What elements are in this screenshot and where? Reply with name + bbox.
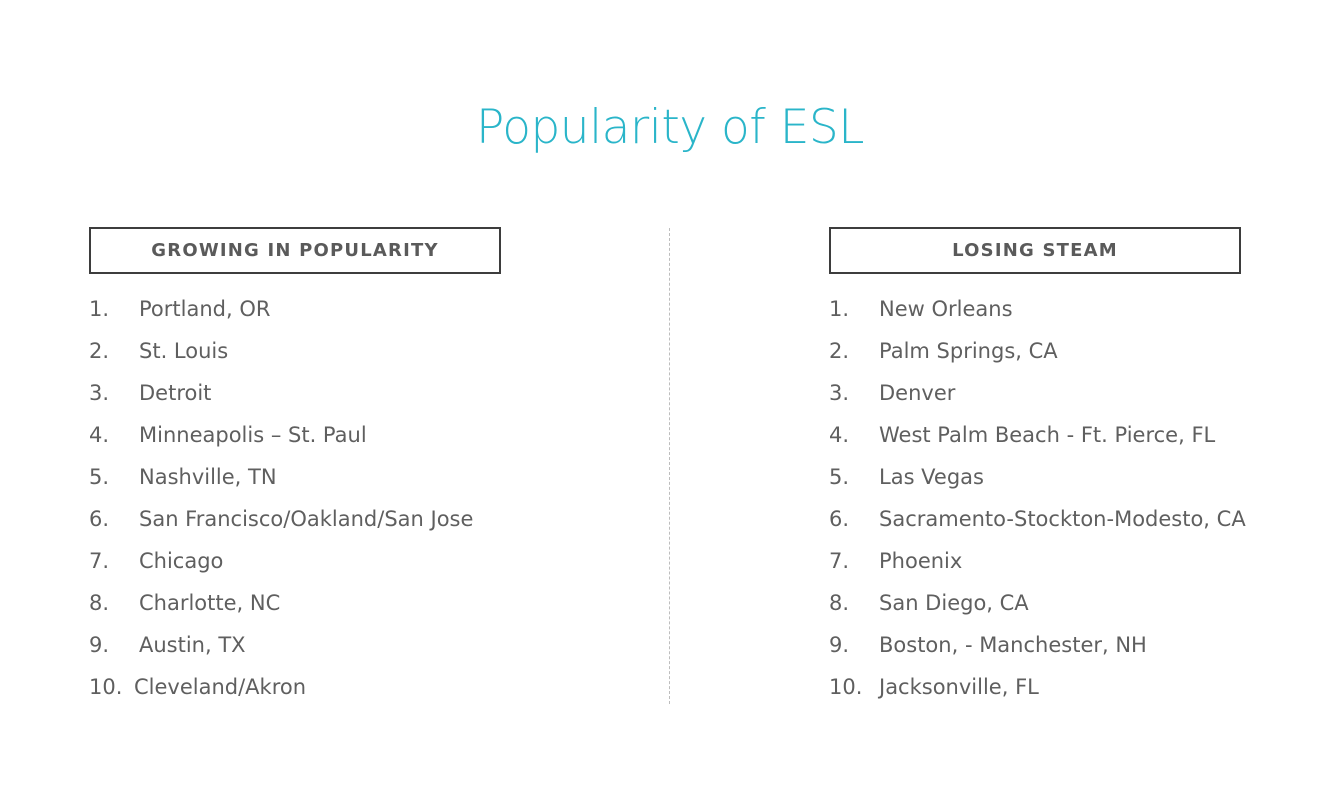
list-item: 6. San Francisco/Oakland/San Jose xyxy=(89,498,501,540)
item-label: San Diego, CA xyxy=(879,591,1029,615)
list-item: 1. Portland, OR xyxy=(89,288,501,330)
item-label: Palm Springs, CA xyxy=(879,339,1058,363)
item-number: 8. xyxy=(829,591,850,615)
list-item: 10. Cleveland/Akron xyxy=(89,666,501,708)
item-number: 5. xyxy=(89,465,110,489)
list-item: 5. Nashville, TN xyxy=(89,456,501,498)
item-number: 2. xyxy=(89,339,110,363)
list-item: 4. Minneapolis – St. Paul xyxy=(89,414,501,456)
list-item: 3. Denver xyxy=(829,372,1246,414)
item-number: 1. xyxy=(829,297,850,321)
item-number: 7. xyxy=(89,549,110,573)
item-number: 6. xyxy=(89,507,110,531)
item-number: 6. xyxy=(829,507,850,531)
item-number: 9. xyxy=(89,633,110,657)
list-item: 6. Sacramento-Stockton-Modesto, CA xyxy=(829,498,1246,540)
list-item: 9. Austin, TX xyxy=(89,624,501,666)
item-label: Detroit xyxy=(139,381,212,405)
item-label: Minneapolis – St. Paul xyxy=(139,423,367,447)
list-item: 2. Palm Springs, CA xyxy=(829,330,1246,372)
list-item: 8. San Diego, CA xyxy=(829,582,1246,624)
list-item: 3. Detroit xyxy=(89,372,501,414)
losing-column: LOSING STEAM 1. New Orleans 2. Palm Spring… xyxy=(829,227,1246,708)
list-item: 1. New Orleans xyxy=(829,288,1246,330)
item-number: 2. xyxy=(829,339,850,363)
item-label: Charlotte, NC xyxy=(139,591,281,615)
item-label: Jacksonville, FL xyxy=(879,675,1039,699)
item-number: 5. xyxy=(829,465,850,489)
item-label: Boston, - Manchester, NH xyxy=(879,633,1147,657)
growing-header: GROWING IN POPULARITY xyxy=(89,227,501,274)
item-number: 10. xyxy=(89,675,123,699)
item-number: 8. xyxy=(89,591,110,615)
item-number: 3. xyxy=(89,381,110,405)
item-label: Austin, TX xyxy=(139,633,246,657)
item-label: Phoenix xyxy=(879,549,963,573)
item-number: 3. xyxy=(829,381,850,405)
item-number: 4. xyxy=(829,423,850,447)
item-label: Denver xyxy=(879,381,956,405)
item-label: New Orleans xyxy=(879,297,1013,321)
item-label: St. Louis xyxy=(139,339,229,363)
list-item: 5. Las Vegas xyxy=(829,456,1246,498)
item-label: Sacramento-Stockton-Modesto, CA xyxy=(879,507,1246,531)
item-number: 10. xyxy=(829,675,863,699)
item-label: Nashville, TN xyxy=(139,465,277,489)
column-divider xyxy=(669,228,670,704)
list-item: 7. Chicago xyxy=(89,540,501,582)
list-item: 7. Phoenix xyxy=(829,540,1246,582)
list-item: 8. Charlotte, NC xyxy=(89,582,501,624)
list-item: 2. St. Louis xyxy=(89,330,501,372)
item-number: 1. xyxy=(89,297,110,321)
item-label: Las Vegas xyxy=(879,465,984,489)
item-number: 9. xyxy=(829,633,850,657)
item-number: 7. xyxy=(829,549,850,573)
item-label: Cleveland/Akron xyxy=(134,675,307,699)
item-label: Chicago xyxy=(139,549,224,573)
item-label: San Francisco/Oakland/San Jose xyxy=(139,507,474,531)
list-item: 9. Boston, - Manchester, NH xyxy=(829,624,1246,666)
losing-list: 1. New Orleans 2. Palm Springs, CA 3. Denve… xyxy=(829,288,1246,708)
growing-column: GROWING IN POPULARITY 1. Portland, OR 2. S… xyxy=(89,227,501,708)
list-item: 10. Jacksonville, FL xyxy=(829,666,1246,708)
list-item: 4. West Palm Beach - Ft. Pierce, FL xyxy=(829,414,1246,456)
page-title: Popularity of ESL xyxy=(476,100,864,155)
item-label: Portland, OR xyxy=(139,297,271,321)
growing-list: 1. Portland, OR 2. St. Louis 3. Detroit 4. M… xyxy=(89,288,501,708)
item-number: 4. xyxy=(89,423,110,447)
losing-header: LOSING STEAM xyxy=(829,227,1241,274)
item-label: West Palm Beach - Ft. Pierce, FL xyxy=(879,423,1216,447)
